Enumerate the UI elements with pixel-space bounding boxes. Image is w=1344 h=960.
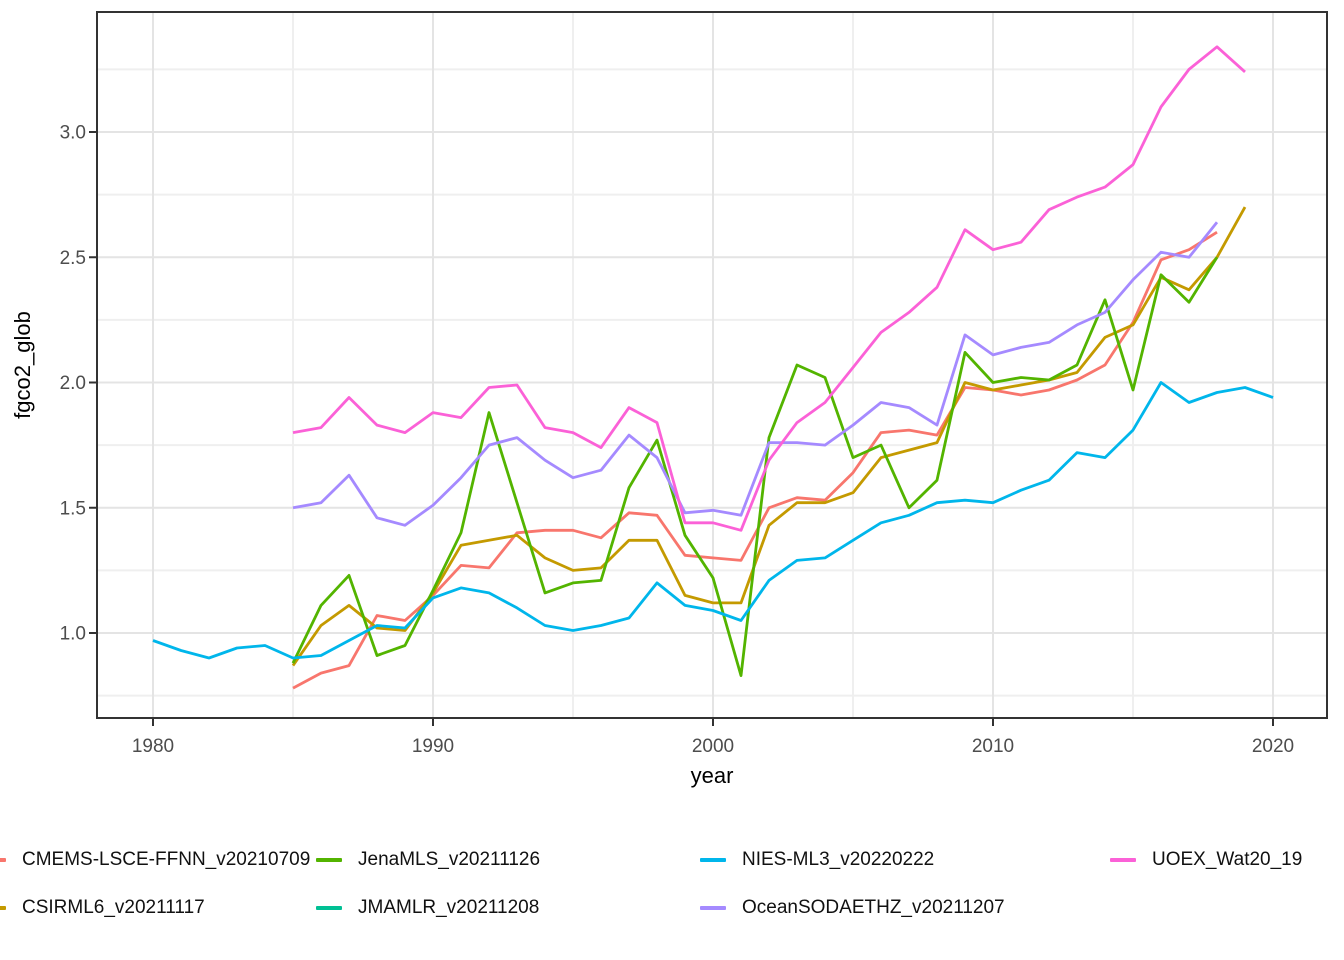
x-tick-label: 2000 bbox=[692, 736, 734, 757]
legend-label: UOEX_Wat20_19 bbox=[1152, 849, 1303, 870]
legend-key-swatch bbox=[700, 858, 726, 862]
series-line-CMEMS-LSCE-FFNN_v20210709 bbox=[292, 231, 1218, 690]
series-line-CSIRML6_v20211117 bbox=[291, 206, 1247, 667]
x-axis-title: year bbox=[691, 763, 734, 788]
legend-label: JenaMLS_v20211126 bbox=[358, 849, 541, 870]
legend-key-swatch bbox=[0, 858, 6, 862]
legend-key-swatch bbox=[700, 906, 726, 910]
series-line-NIES-ML3_v20220222 bbox=[152, 381, 1274, 660]
legend-label: CMEMS-LSCE-FFNN_v20210709 bbox=[22, 849, 311, 870]
legend-item-CSIRML6_v20211117: CSIRML6_v20211117 bbox=[0, 895, 205, 921]
y-tick-label: 2.5 bbox=[60, 248, 86, 269]
major-gridlines bbox=[97, 12, 1327, 718]
y-axis-title: fgco2_glob bbox=[10, 311, 35, 419]
legend-item-JMAMLR_v20211208: JMAMLR_v20211208 bbox=[316, 895, 539, 921]
legend-key-swatch bbox=[316, 858, 342, 862]
series-line-UOEX_Wat20_19 bbox=[292, 45, 1246, 532]
legend-item-NIES-ML3_v20220222: NIES-ML3_v20220222 bbox=[700, 847, 934, 873]
legend-label: NIES-ML3_v20220222 bbox=[742, 849, 935, 870]
x-tick-label: 1990 bbox=[412, 736, 454, 757]
axis-tick-marks bbox=[89, 131, 1274, 726]
x-tick-label: 2010 bbox=[972, 736, 1014, 757]
legend-item-CMEMS-LSCE-FFNN_v20210709: CMEMS-LSCE-FFNN_v20210709 bbox=[0, 847, 310, 873]
y-tick-label: 1.5 bbox=[60, 498, 86, 519]
legend-key-swatch bbox=[316, 906, 342, 910]
legend-label: JMAMLR_v20211208 bbox=[358, 897, 540, 918]
line-chart: 1980 1990 2000 2010 2020 1.0 1.5 2.0 2.5 3.0 yea… bbox=[10, 11, 1328, 788]
legend-label: OceanSODAETHZ_v20211207 bbox=[742, 897, 1005, 918]
legend-key-swatch bbox=[0, 906, 6, 910]
data-series-lines bbox=[152, 45, 1274, 690]
series-line-OceanSODAETHZ_v20211207 bbox=[292, 221, 1219, 527]
y-tick-labels: 1.0 1.5 2.0 2.5 3.0 bbox=[60, 123, 86, 645]
legend-item-OceanSODAETHZ_v20211207: OceanSODAETHZ_v20211207 bbox=[700, 895, 1005, 921]
y-tick-label: 2.0 bbox=[60, 373, 86, 394]
y-tick-label: 3.0 bbox=[60, 123, 86, 144]
legend-item-UOEX_Wat20_19: UOEX_Wat20_19 bbox=[1110, 847, 1302, 873]
series-line-JenaMLS_v20211126 bbox=[291, 256, 1219, 677]
legend-item-JenaMLS_v20211126: JenaMLS_v20211126 bbox=[316, 847, 540, 873]
x-tick-label: 2020 bbox=[1252, 736, 1294, 757]
legend-key-swatch bbox=[1110, 858, 1136, 862]
legend-label: CSIRML6_v20211117 bbox=[22, 897, 205, 918]
y-tick-label: 1.0 bbox=[60, 624, 86, 645]
x-tick-label: 1980 bbox=[132, 736, 174, 757]
x-tick-labels: 1980 1990 2000 2010 2020 bbox=[132, 736, 1294, 757]
